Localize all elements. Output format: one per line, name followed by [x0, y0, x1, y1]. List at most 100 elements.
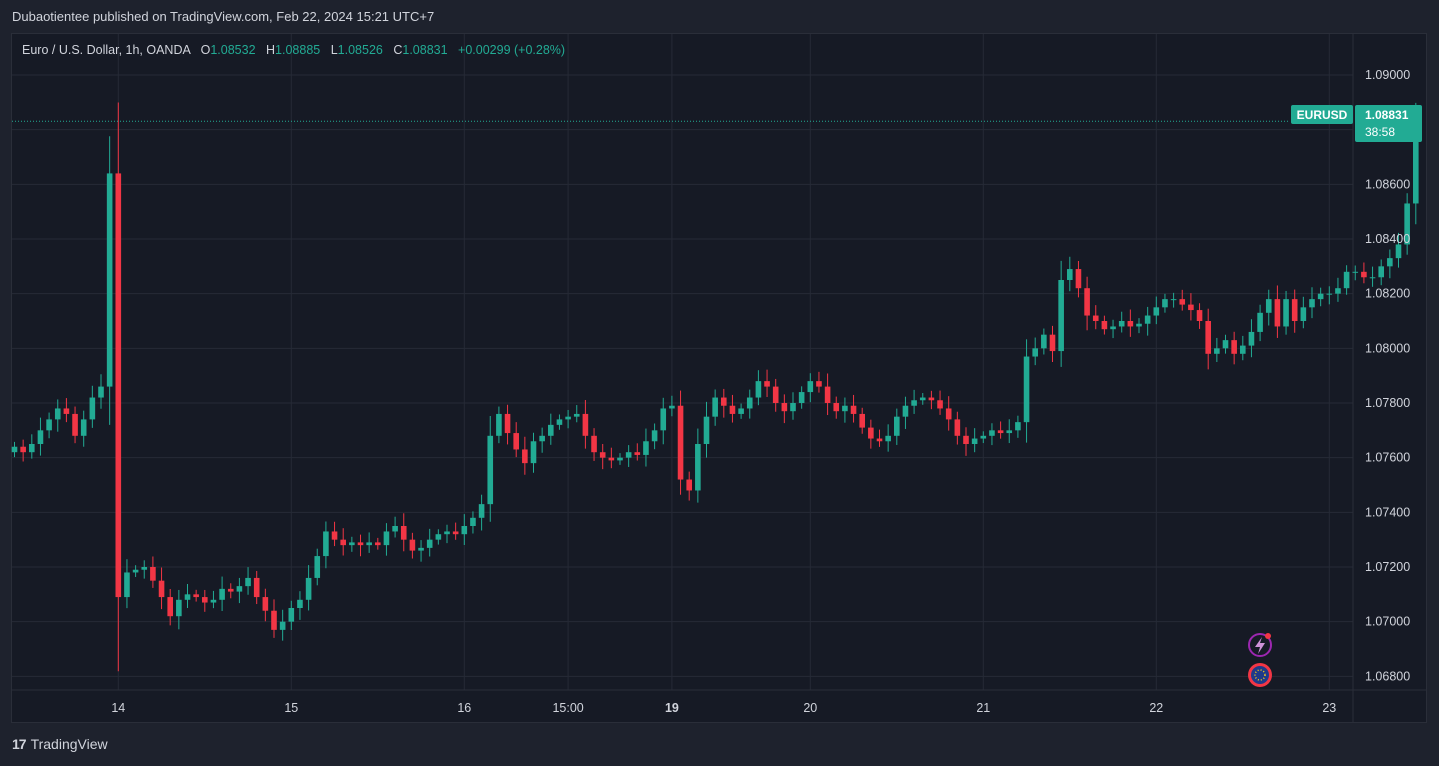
candle-body — [1075, 269, 1082, 289]
candle-body — [141, 567, 148, 570]
ohlc-legend: Euro / U.S. Dollar, 1h, OANDA O1.08532 H… — [22, 43, 565, 57]
price-tick-label: 1.07800 — [1365, 396, 1410, 410]
candle-body — [1387, 258, 1393, 267]
candle-body — [1101, 321, 1108, 330]
candle-body — [885, 435, 891, 442]
candle-body — [902, 405, 909, 417]
candle-body — [1231, 340, 1237, 354]
time-tick-label: 19 — [665, 701, 679, 715]
candle-body — [980, 435, 987, 439]
candle-body — [1222, 340, 1229, 349]
price-tick-label: 1.07200 — [1365, 560, 1410, 574]
lightning-event-icon[interactable] — [1248, 633, 1272, 657]
candle-body — [193, 594, 199, 598]
candle-body — [798, 392, 805, 403]
time-tick-label: 21 — [976, 701, 990, 715]
candle-body — [115, 173, 122, 598]
candle-body — [349, 542, 355, 546]
candle-body — [1335, 288, 1341, 294]
candle-body — [746, 397, 753, 409]
candle-body — [271, 610, 277, 630]
candle-body — [963, 435, 969, 444]
candle-body — [548, 424, 554, 436]
candle-body — [63, 408, 70, 414]
candle-body — [1092, 315, 1099, 321]
candle-body — [850, 405, 857, 414]
candle-body — [1118, 321, 1125, 327]
candle-body — [89, 397, 96, 420]
chart-pane[interactable] — [11, 33, 1427, 723]
candle-body — [236, 586, 243, 592]
candle-body — [660, 408, 667, 431]
candle-body — [253, 577, 260, 598]
candle-body — [219, 588, 225, 600]
candle-body — [1136, 323, 1142, 327]
candle-body — [1006, 430, 1013, 434]
ticker-badge — [1291, 105, 1353, 124]
price-tick-label: 1.08000 — [1365, 341, 1410, 355]
candle-body — [98, 386, 104, 398]
low-value: 1.08526 — [337, 43, 383, 57]
candle-body — [573, 413, 580, 417]
footer-brand[interactable]: 17 TradingView — [12, 736, 108, 752]
candle-body — [617, 457, 623, 461]
candle-body — [245, 577, 251, 587]
published-header: Dubaotientee published on TradingView.co… — [12, 9, 434, 24]
candle-body — [1413, 121, 1419, 204]
candle-body — [158, 580, 165, 598]
price-tick-label: 1.06800 — [1365, 669, 1410, 683]
candle-body — [1265, 299, 1272, 313]
candle-body — [435, 534, 442, 540]
ticker-label: EURUSD — [1297, 108, 1348, 122]
candle-body — [1378, 266, 1384, 278]
candle-body — [876, 438, 883, 442]
price-tick-label: 1.07400 — [1365, 505, 1410, 519]
candle-body — [1153, 307, 1160, 316]
candle-body — [522, 449, 528, 464]
candle-body — [176, 599, 182, 617]
change-value: +0.00299 (+0.28%) — [458, 43, 566, 57]
high-label: H — [266, 43, 276, 57]
eu-flag-event-icon[interactable] — [1248, 663, 1272, 687]
candle-body — [409, 539, 416, 551]
price-axis[interactable]: 1.090001.088001.086001.084001.082001.080… — [1365, 68, 1410, 683]
candle-body — [591, 435, 597, 453]
candle-body — [634, 452, 641, 455]
brand-name: TradingView — [30, 736, 108, 752]
candle-body — [106, 173, 113, 387]
candle-body — [1309, 299, 1315, 308]
candle-body — [1067, 269, 1073, 280]
candle-body — [1326, 293, 1333, 295]
candle-body — [1352, 271, 1359, 273]
candle-body — [911, 400, 917, 406]
time-axis[interactable]: 14 15 16 15:00 19 20 21 22 23 — [111, 701, 1336, 715]
candle-body — [478, 504, 485, 518]
candle-body — [288, 608, 295, 622]
candle-body — [279, 621, 286, 630]
candle-body — [1015, 422, 1021, 431]
candle-body — [1041, 334, 1047, 349]
candle-body — [824, 386, 831, 403]
candle-body — [772, 386, 779, 403]
symbol-description[interactable]: Euro / U.S. Dollar, 1h, OANDA — [22, 43, 191, 57]
candle-body — [556, 419, 563, 425]
candle-body — [1283, 299, 1289, 327]
candle-body — [807, 381, 814, 393]
candle-body — [989, 430, 995, 436]
candle-body — [1214, 348, 1220, 354]
candle-body — [470, 517, 476, 526]
close-value: 1.08831 — [402, 43, 448, 57]
last-price-label: 1.08831 — [1365, 108, 1409, 122]
candle-body — [686, 479, 692, 491]
candle-body — [1369, 277, 1376, 279]
candle-body — [496, 413, 502, 436]
candle-body — [210, 599, 217, 603]
candle-body — [1248, 331, 1255, 346]
candle-body — [1170, 299, 1177, 301]
candle-body — [695, 444, 701, 491]
price-tick-label: 1.08200 — [1365, 287, 1410, 301]
time-tick-label: 23 — [1322, 701, 1336, 715]
candle-body — [487, 435, 494, 505]
candle-body — [1291, 299, 1298, 321]
